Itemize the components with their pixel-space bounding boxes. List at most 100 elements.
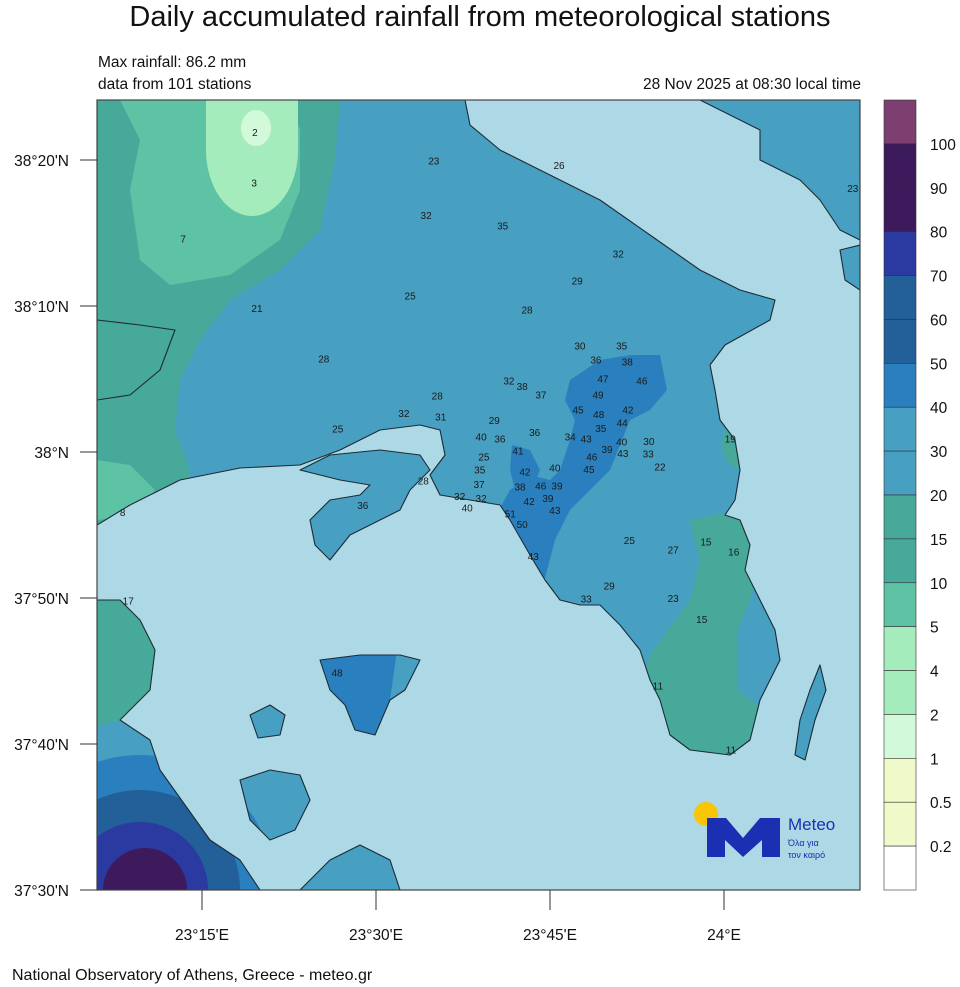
legend-label: 0.2 bbox=[930, 839, 952, 856]
station-value: 37 bbox=[473, 480, 485, 491]
timestamp-text: 28 Nov 2025 at 08:30 local time bbox=[643, 76, 861, 93]
legend-label: 4 bbox=[930, 664, 939, 681]
legend-swatch bbox=[883, 99, 917, 145]
station-value: 28 bbox=[318, 355, 330, 366]
station-value: 39 bbox=[551, 482, 563, 493]
zone-80-100-sw bbox=[103, 848, 187, 890]
station-value: 39 bbox=[542, 494, 554, 505]
legend-swatch bbox=[883, 275, 917, 320]
lon-tick-label: 23°30'E bbox=[349, 927, 403, 944]
legend-swatch bbox=[883, 363, 917, 408]
logo-name: Meteo bbox=[788, 815, 835, 834]
station-value: 48 bbox=[331, 668, 343, 679]
legend-swatch bbox=[883, 758, 917, 803]
logo-tagline-1: Όλα για bbox=[787, 838, 819, 848]
zone-2-5 bbox=[206, 100, 298, 216]
station-value: 2 bbox=[252, 128, 258, 139]
station-value: 25 bbox=[332, 425, 344, 436]
station-value: 43 bbox=[528, 552, 540, 563]
logo-tagline-2: τον καιρό bbox=[788, 850, 825, 860]
lat-tick-label: 38°N bbox=[34, 445, 69, 462]
legend-swatch bbox=[883, 801, 917, 847]
station-value: 49 bbox=[592, 391, 604, 402]
legend-label: 70 bbox=[930, 269, 948, 286]
station-value: 42 bbox=[524, 497, 536, 508]
lon-tick-label: 24°E bbox=[707, 927, 741, 944]
station-value: 38 bbox=[622, 358, 634, 369]
map-title: Daily accumulated rainfall from meteorol… bbox=[129, 1, 830, 33]
station-value: 46 bbox=[586, 452, 598, 463]
station-value: 27 bbox=[668, 546, 680, 557]
station-value: 23 bbox=[847, 184, 859, 195]
station-value: 33 bbox=[643, 449, 655, 460]
station-value: 15 bbox=[700, 538, 712, 549]
station-value: 46 bbox=[636, 377, 648, 388]
station-value: 15 bbox=[696, 615, 708, 626]
legend-swatch bbox=[883, 845, 917, 891]
legend-label: 50 bbox=[930, 356, 948, 373]
lon-tick-label: 23°45'E bbox=[523, 927, 577, 944]
legend-label: 80 bbox=[930, 225, 948, 242]
legend-swatch bbox=[883, 143, 917, 189]
station-value: 32 bbox=[398, 409, 410, 420]
lat-tick-label: 37°50'N bbox=[14, 591, 69, 608]
station-value: 51 bbox=[505, 510, 517, 521]
zone-40-50-west-athens bbox=[510, 445, 540, 495]
station-value: 36 bbox=[529, 428, 541, 439]
station-value: 30 bbox=[643, 437, 655, 448]
station-value: 21 bbox=[251, 304, 263, 315]
legend-swatch bbox=[883, 406, 917, 452]
station-value: 36 bbox=[590, 356, 602, 367]
legend-label: 1 bbox=[930, 751, 939, 768]
station-value: 36 bbox=[357, 501, 369, 512]
station-value: 40 bbox=[476, 433, 488, 444]
colorbar-legend: 100 90 80 70 60 50 40 30 20 15 10 5 4 2 1 0.5 0.2 bbox=[883, 99, 956, 891]
legend-label: 20 bbox=[930, 488, 948, 505]
station-value: 35 bbox=[474, 465, 486, 476]
lat-tick-label: 37°30'N bbox=[14, 883, 69, 900]
station-value: 25 bbox=[405, 292, 417, 303]
legend-swatch bbox=[883, 538, 917, 584]
station-value: 44 bbox=[617, 419, 629, 430]
station-value: 30 bbox=[574, 342, 586, 353]
station-value: 32 bbox=[503, 377, 515, 388]
station-value: 17 bbox=[123, 596, 135, 607]
station-value: 36 bbox=[494, 435, 506, 446]
legend-swatch bbox=[883, 714, 917, 759]
station-value: 48 bbox=[593, 410, 605, 421]
legend-label: 40 bbox=[930, 400, 948, 417]
station-value: 40 bbox=[616, 437, 628, 448]
station-value: 42 bbox=[622, 405, 634, 416]
station-value: 32 bbox=[421, 211, 433, 222]
station-value: 32 bbox=[476, 494, 488, 505]
meteo-logo: Meteo Όλα για τον καιρό bbox=[694, 802, 835, 860]
station-value: 22 bbox=[654, 462, 666, 473]
station-value: 28 bbox=[418, 476, 430, 487]
station-count-text: data from 101 stations bbox=[98, 76, 252, 93]
station-value: 19 bbox=[725, 434, 737, 445]
station-value: 40 bbox=[462, 504, 474, 515]
station-value: 29 bbox=[489, 416, 501, 427]
station-value: 37 bbox=[535, 391, 547, 402]
zone-1-2 bbox=[241, 110, 271, 146]
legend-label: 60 bbox=[930, 312, 948, 329]
station-value: 43 bbox=[581, 434, 593, 445]
legend-label: 2 bbox=[930, 707, 939, 724]
legend-swatch bbox=[883, 626, 917, 671]
logo-m-icon bbox=[707, 818, 780, 857]
station-value: 32 bbox=[613, 250, 625, 261]
station-value: 16 bbox=[728, 547, 740, 558]
footer-credit: National Observatory of Athens, Greece -… bbox=[12, 967, 373, 984]
station-value: 31 bbox=[435, 412, 447, 423]
station-value: 47 bbox=[597, 374, 609, 385]
legend-swatch bbox=[883, 582, 917, 627]
station-value: 38 bbox=[515, 483, 527, 494]
lat-tick-label: 37°40'N bbox=[14, 737, 69, 754]
legend-label: 15 bbox=[930, 532, 947, 549]
station-value: 43 bbox=[549, 506, 561, 517]
station-value: 35 bbox=[497, 222, 509, 233]
map-axes: 23°15'E 23°30'E 23°45'E 24°E 38°20'N 38°10'N 3… bbox=[14, 153, 741, 944]
